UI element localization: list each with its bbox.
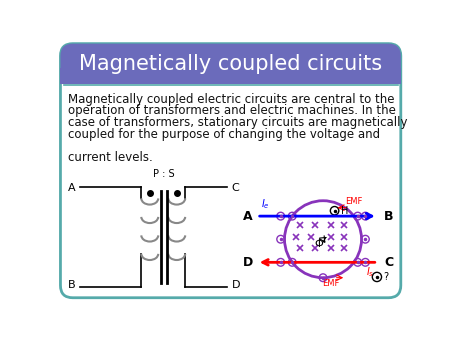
Bar xyxy=(60,68,401,84)
Text: Magnetically coupled electric circuits are central to the: Magnetically coupled electric circuits a… xyxy=(68,93,395,106)
Text: D: D xyxy=(231,281,240,290)
Text: operation of transformers and electric machines. In the: operation of transformers and electric m… xyxy=(68,104,396,118)
Text: $\Phi$: $\Phi$ xyxy=(314,237,324,249)
FancyBboxPatch shape xyxy=(60,44,401,298)
Text: C: C xyxy=(231,184,239,193)
Text: ?: ? xyxy=(383,272,388,282)
Text: C: C xyxy=(384,256,393,269)
Text: A: A xyxy=(243,210,252,223)
Text: B: B xyxy=(68,281,76,290)
Text: H: H xyxy=(341,206,348,216)
Text: coupled for the purpose of changing the voltage and: coupled for the purpose of changing the … xyxy=(68,127,380,141)
Text: EMF: EMF xyxy=(322,279,339,288)
Text: A: A xyxy=(68,184,76,193)
Text: case of transformers, stationary circuits are magnetically: case of transformers, stationary circuit… xyxy=(68,116,408,129)
Text: current levels.: current levels. xyxy=(68,151,153,164)
Text: D: D xyxy=(243,256,253,269)
Text: Magnetically coupled circuits: Magnetically coupled circuits xyxy=(79,54,382,74)
Text: B: B xyxy=(384,210,393,223)
FancyBboxPatch shape xyxy=(60,44,401,84)
Text: $I_e$: $I_e$ xyxy=(261,198,270,212)
Text: P : S: P : S xyxy=(153,169,175,179)
Text: EMF: EMF xyxy=(345,197,363,206)
Text: $I_s$: $I_s$ xyxy=(366,265,374,279)
